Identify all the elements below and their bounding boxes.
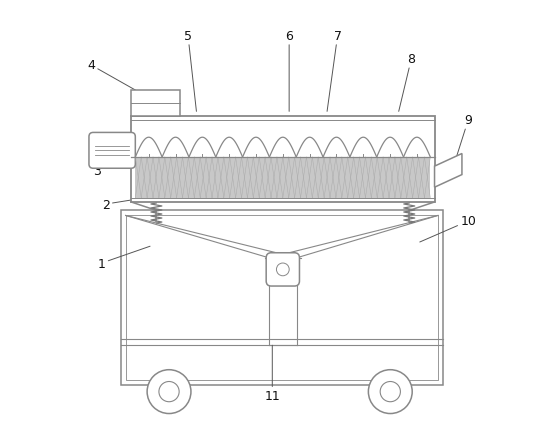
Circle shape — [380, 382, 400, 402]
Text: 10: 10 — [420, 215, 476, 242]
Text: 7: 7 — [327, 30, 342, 112]
Text: 11: 11 — [264, 345, 280, 403]
Polygon shape — [435, 154, 462, 188]
Circle shape — [368, 370, 412, 414]
Bar — [135, 158, 430, 198]
Bar — [131, 91, 180, 116]
Text: 6: 6 — [285, 30, 293, 112]
Bar — [121, 211, 443, 386]
Text: 2: 2 — [102, 196, 159, 211]
Text: 5: 5 — [184, 30, 196, 112]
Text: 4: 4 — [87, 59, 139, 93]
Bar — [131, 116, 435, 202]
FancyBboxPatch shape — [89, 133, 135, 169]
FancyBboxPatch shape — [266, 253, 300, 286]
Text: 8: 8 — [399, 53, 415, 112]
Text: 9: 9 — [453, 114, 472, 167]
Circle shape — [276, 263, 289, 276]
Text: 3: 3 — [93, 152, 114, 178]
Circle shape — [147, 370, 191, 414]
Text: 1: 1 — [98, 247, 150, 270]
Bar — [126, 216, 438, 380]
Circle shape — [159, 382, 179, 402]
